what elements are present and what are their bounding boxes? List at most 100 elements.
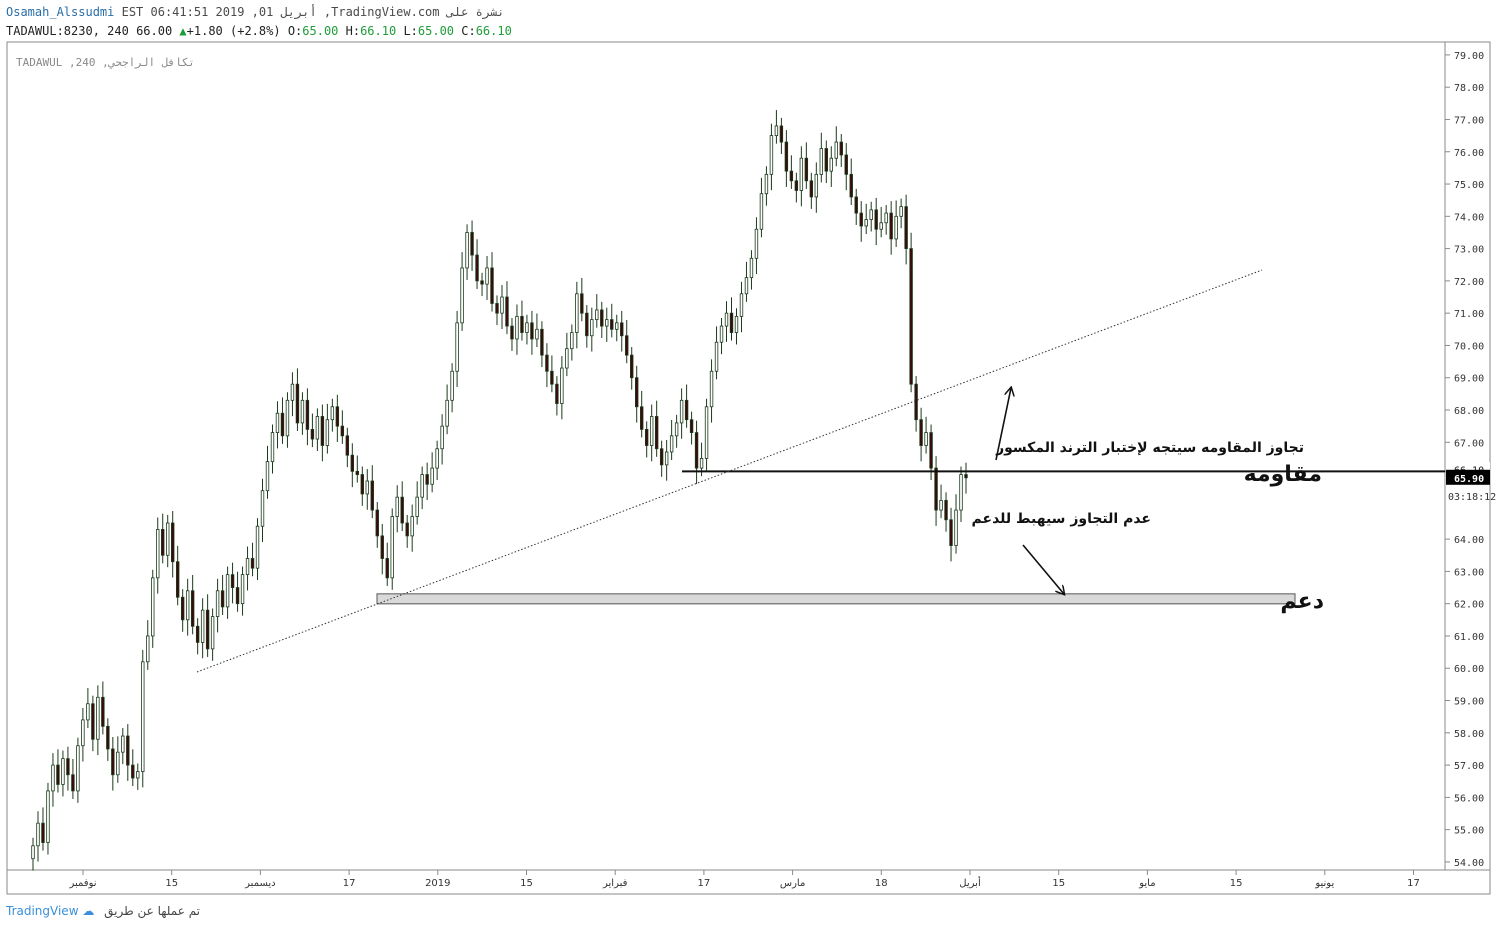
candle-down <box>874 209 878 230</box>
resistance-label: مقاومه <box>1244 462 1322 487</box>
price-axis[interactable]: 79.00 78.00 77.00 76.00 75.00 74.00 73.00 72.00… <box>1445 51 1484 869</box>
candle-up <box>156 529 160 579</box>
low-value: 65.00 <box>417 24 455 38</box>
candle-down <box>550 370 554 385</box>
price-tick-label: 71.00 <box>1454 309 1484 320</box>
candle-up <box>605 319 609 327</box>
up-arrow-icon: ▲ <box>179 24 187 38</box>
candle-up <box>61 758 65 785</box>
candle-down <box>350 454 355 472</box>
candle-up <box>240 574 245 605</box>
candle-down <box>809 180 814 198</box>
candle-up <box>759 193 764 230</box>
price-tick-label: 72.00 <box>1454 277 1484 288</box>
price-tick-label: 54.00 <box>1454 858 1484 869</box>
candle-down <box>784 141 789 172</box>
candle-down <box>635 377 639 408</box>
candle-up <box>116 751 120 776</box>
candle-up <box>814 173 819 198</box>
candle-down <box>555 383 559 404</box>
price-tick-label: 58.00 <box>1454 729 1484 740</box>
candle-down <box>131 764 135 779</box>
candle-up <box>754 228 759 259</box>
candle-up <box>200 609 205 643</box>
candle-up <box>719 325 724 343</box>
price-tick-label: 73.00 <box>1454 245 1484 256</box>
high-value: 66.10 <box>360 24 397 38</box>
candle-up <box>674 422 679 437</box>
time-tick-label: أبريل <box>959 876 981 889</box>
candle-down <box>505 296 509 327</box>
support-zone <box>376 593 1296 605</box>
candle-up <box>275 412 280 433</box>
candle-up <box>430 467 434 485</box>
candle-down <box>934 467 938 511</box>
candle-up <box>270 432 275 463</box>
candle-up <box>560 367 564 404</box>
candle-up <box>714 341 719 372</box>
price-tick-label: 61.00 <box>1454 632 1484 643</box>
made-with-text: تم عملها عن طريق <box>104 904 201 918</box>
time-axis[interactable]: نوفمبر 15 ديسمبر 17 2019 15 فبراير 17 مارس 18 أبري… <box>68 870 1420 889</box>
last-price: 66.00 <box>136 24 173 38</box>
candle-down <box>235 587 240 605</box>
candle-up <box>255 525 260 569</box>
candle-down <box>639 406 644 430</box>
candle-up <box>565 348 569 369</box>
candle-down <box>475 254 479 282</box>
candle-down <box>854 196 858 214</box>
candle-up <box>819 148 824 175</box>
price-tick-label: 74.00 <box>1454 212 1484 223</box>
price-tick-label: 67.00 <box>1454 438 1484 449</box>
candle-down <box>859 212 863 227</box>
candle-up <box>734 315 739 333</box>
close-label: C: <box>461 24 476 38</box>
candle-up <box>879 222 883 230</box>
time-tick-label: 15 <box>1052 878 1065 889</box>
candle-down <box>914 383 918 421</box>
candle-down <box>180 596 185 621</box>
price-tick-label: 64.00 <box>1454 535 1484 546</box>
candle-up <box>390 516 394 579</box>
time-tick-label: 15 <box>1230 878 1243 889</box>
candle-down <box>684 399 689 421</box>
trend-line <box>196 269 1263 673</box>
candle-down <box>320 416 325 446</box>
candle-up <box>465 232 469 269</box>
candle-down <box>250 558 255 569</box>
candle-up <box>924 432 928 446</box>
time-tick-label: 2019 <box>425 878 450 889</box>
candle-down <box>335 406 340 427</box>
candle-up <box>744 277 749 295</box>
price-tick-label: 63.00 <box>1454 567 1484 578</box>
candle-down <box>545 354 549 372</box>
candle-down <box>295 383 300 424</box>
candle-up <box>46 790 50 843</box>
candle-down <box>849 173 853 198</box>
footer-brand[interactable]: TradingView ☁ تم عملها عن طريق <box>6 904 200 918</box>
candle-down <box>654 416 659 450</box>
candle-up <box>799 157 804 191</box>
candle-down <box>106 725 110 750</box>
candle-down <box>620 322 624 337</box>
candle-down <box>355 470 360 475</box>
candle-up <box>829 157 833 172</box>
candle-up <box>954 509 958 546</box>
candle-down <box>490 267 494 304</box>
candle-down <box>904 206 908 249</box>
price-tick-label: 68.00 <box>1454 406 1484 417</box>
tradingview-logo[interactable]: TradingView <box>6 904 79 918</box>
candle-down <box>964 474 968 479</box>
candle-up <box>595 309 599 321</box>
price-tick-label: 62.00 <box>1454 600 1484 611</box>
candle-down <box>175 561 180 598</box>
candle-down <box>280 412 285 437</box>
chart-watermark: TADAWUL ,240 ,تكافل الراجحي <box>16 56 195 69</box>
candle-up <box>260 490 265 527</box>
time-tick-label: مارس <box>780 878 805 889</box>
candle-down <box>220 590 225 608</box>
author-name[interactable]: Osamah_Alssudmi <box>6 5 115 19</box>
candle-up <box>210 616 215 650</box>
candle-up <box>215 590 220 617</box>
